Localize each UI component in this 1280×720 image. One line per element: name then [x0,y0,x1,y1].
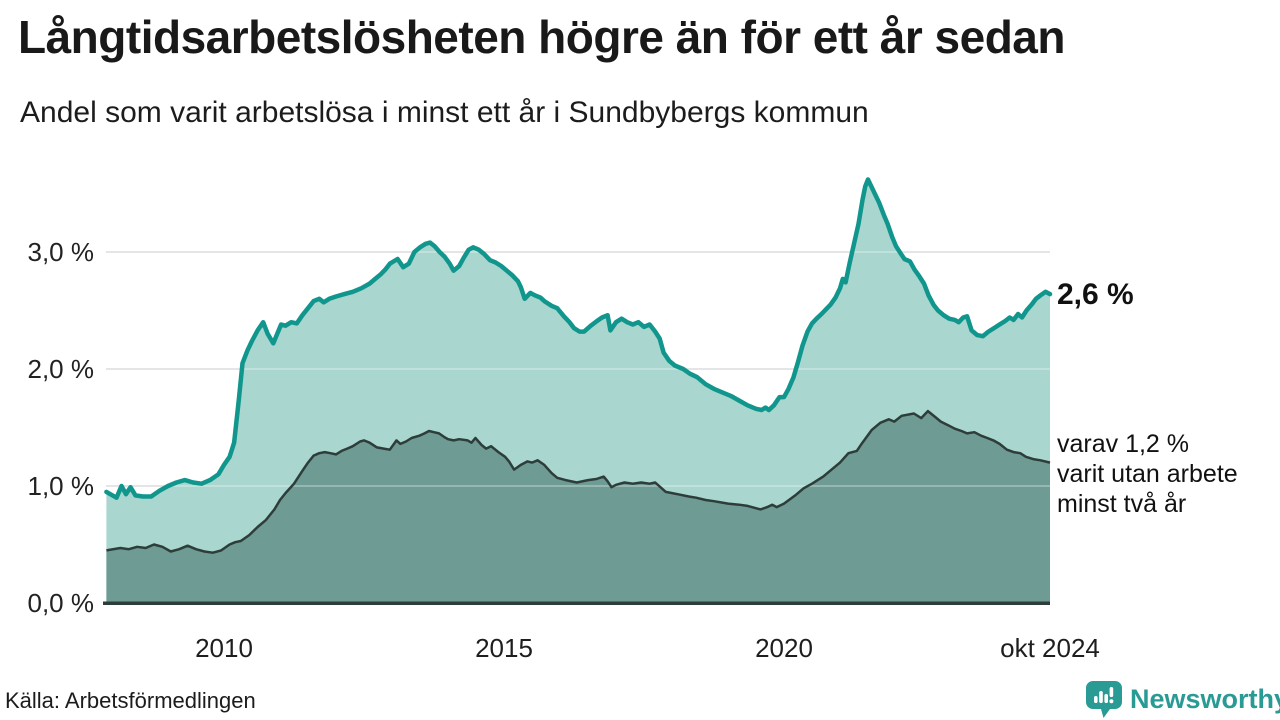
source-note: Källa: Arbetsförmedlingen [5,688,256,713]
end-value-label: 2,6 % [1057,278,1134,311]
x-tick-2010: 2010 [195,633,253,663]
chart-subtitle: Andel som varit arbetslösa i minst ett å… [20,96,869,129]
x-axis-line [103,601,1050,605]
series-two-years-annotation: varav 1,2 % varit utan arbete minst två … [1057,429,1238,519]
series-two-years-area [106,411,1050,603]
y-tick-1: 1,0 % [27,471,95,501]
x-tick-2015: 2015 [475,633,533,663]
y-tick-0: 0,0 % [27,588,95,618]
x-tick-2020: 2020 [755,633,813,663]
annotation-line-3: minst två år [1057,490,1187,518]
series-two-years-line [106,409,1051,554]
page-title: Långtidsarbetslösheten högre än för ett … [18,11,1065,63]
y-tick-2: 2,0 % [27,354,95,384]
series-total-line [104,177,1053,500]
annotation-line-2: varit utan arbete [1057,460,1238,488]
y-tick-3: 3,0 % [27,237,95,267]
newsworthy-icon [1086,681,1122,718]
brand-name: Newsworthy [1130,684,1280,714]
annotation-line-1: varav 1,2 % [1057,430,1190,458]
brand-logo: Newsworthy [1085,680,1280,720]
gridlines-overlay [106,251,1050,487]
x-tick-okt-2024: okt 2024 [1000,633,1100,663]
